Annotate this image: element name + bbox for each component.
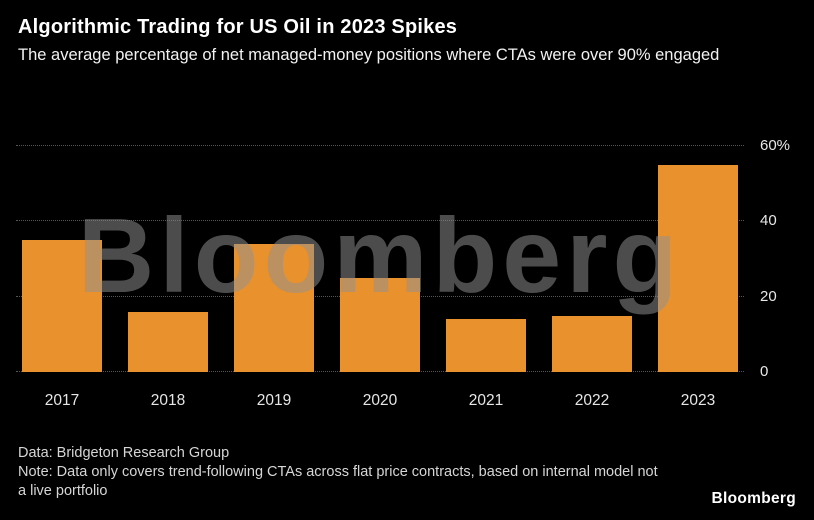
y-tick-label: 0 xyxy=(760,363,769,380)
y-tick-label: 40 xyxy=(760,212,777,230)
bars-container xyxy=(16,146,744,372)
bar-2017 xyxy=(22,240,102,372)
x-tick-label: 2022 xyxy=(574,392,610,409)
bar-2022 xyxy=(552,315,632,372)
bar-chart: Bloomberg 0 20 40 60% xyxy=(0,137,814,380)
note-text: Note: Data only covers trend-following C… xyxy=(18,464,658,500)
source-text: Data: Bridgeton Research Group xyxy=(18,445,230,461)
x-tick-label: 2020 xyxy=(362,392,398,409)
gridline xyxy=(16,145,744,146)
x-tick-label: 2019 xyxy=(256,392,292,409)
gridline xyxy=(16,220,744,222)
y-tick-label: 60% xyxy=(760,137,791,154)
chart-subtitle: The average percentage of net managed-mo… xyxy=(18,46,720,64)
x-tick-label: 2017 xyxy=(44,392,80,409)
bar-2019 xyxy=(234,243,314,372)
chart-header: Algorithmic Trading for US Oil in 2023 S… xyxy=(0,0,814,66)
x-tick-label: 2021 xyxy=(468,392,504,409)
plot-area: Bloomberg xyxy=(16,145,744,372)
y-tick-label: 20 xyxy=(760,287,777,305)
x-tick-label: 2018 xyxy=(150,392,186,409)
bar-2021 xyxy=(446,319,526,372)
y-axis: 0 20 40 60% xyxy=(748,137,814,380)
chart-footer: Data: Bridgeton Research Group Note: Dat… xyxy=(18,444,666,501)
chart-title: Algorithmic Trading for US Oil in 2023 S… xyxy=(18,16,458,38)
bar-2023 xyxy=(658,164,738,372)
bar-2018 xyxy=(128,311,208,372)
x-tick-label: 2023 xyxy=(680,392,716,409)
x-axis: 2017 2018 2019 2020 2021 2022 2023 xyxy=(16,392,744,410)
bloomberg-logo: Bloomberg xyxy=(711,490,796,507)
bar-2020 xyxy=(340,277,420,372)
